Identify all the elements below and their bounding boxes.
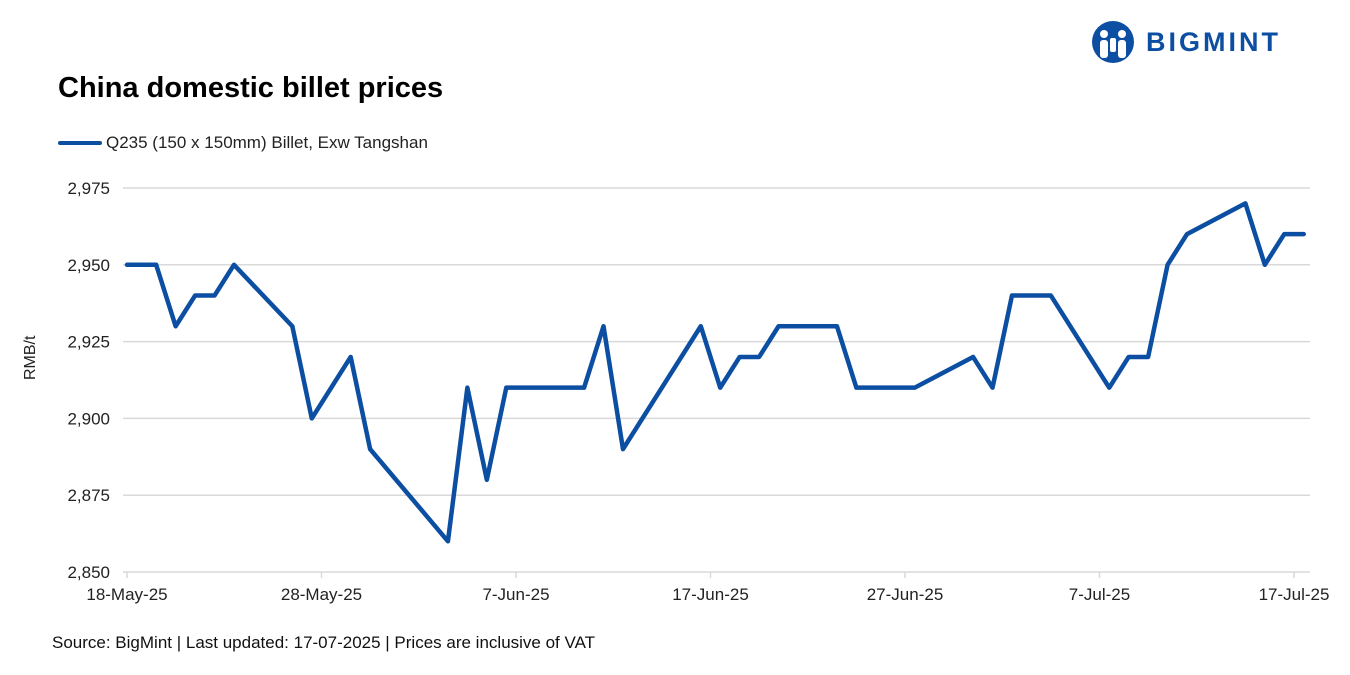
y-tick-label: 2,850 (67, 563, 110, 582)
y-tick-label: 2,875 (67, 486, 110, 505)
bigmint-logo-text: BIGMINT (1146, 26, 1281, 57)
y-tick-label: 2,925 (67, 333, 110, 352)
y-tick-label: 2,900 (67, 409, 110, 428)
x-tick-label: 7-Jul-25 (1069, 585, 1130, 604)
source-note: Source: BigMint | Last updated: 17-07-20… (52, 633, 596, 652)
legend: Q235 (150 x 150mm) Billet, Exw Tangshan (58, 133, 428, 153)
legend-swatch (58, 141, 102, 145)
y-tick-label: 2,950 (67, 256, 110, 275)
bigmint-logo-icon (1092, 21, 1134, 63)
x-tick-label: 28-May-25 (281, 585, 362, 604)
x-tick-label: 27-Jun-25 (867, 585, 944, 604)
legend-label: Q235 (150 x 150mm) Billet, Exw Tangshan (106, 133, 428, 152)
x-tick-label: 7-Jun-25 (482, 585, 549, 604)
series-line-billet (124, 201, 1306, 544)
x-tick-label: 17-Jul-25 (1259, 585, 1330, 604)
chart-title: China domestic billet prices (58, 72, 444, 104)
x-tick-label: 17-Jun-25 (672, 585, 749, 604)
x-tick-label: 18-May-25 (86, 585, 167, 604)
bigmint-logo: BIGMINT (1090, 20, 1281, 64)
y-tick-label: 2,975 (67, 179, 110, 198)
